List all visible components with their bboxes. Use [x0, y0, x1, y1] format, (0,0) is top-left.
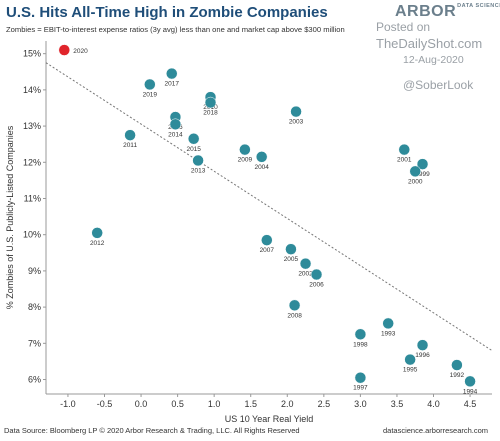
data-point-2008 [288, 299, 301, 312]
point-label-2009: 2009 [238, 157, 253, 164]
brand-name: ARBOR [395, 3, 457, 20]
data-points: 2020201920172010201820162014201520112013… [58, 44, 478, 395]
chart-subtitle: Zombies = EBIT-to-interest expense ratio… [6, 25, 345, 34]
y-tick-label: 6% [28, 375, 41, 385]
point-label-2005: 2005 [284, 256, 299, 263]
x-tick-label: 4.5 [464, 399, 477, 409]
y-tick-label: 11% [24, 193, 41, 203]
x-tick-label: 3.0 [354, 399, 367, 409]
data-point-1995 [404, 353, 416, 366]
y-tick-label: 15% [23, 49, 41, 59]
data-point-2019 [144, 78, 156, 91]
x-tick-label: 0.5 [171, 399, 184, 409]
data-point-2007 [261, 234, 273, 246]
data-point-1992 [451, 359, 463, 371]
watermark-site: TheDailyShot.com [376, 36, 483, 51]
point-label-1996: 1996 [415, 352, 430, 359]
data-point-1998 [354, 328, 367, 341]
y-axis-label: % Zombies of U.S. Publicly-Listed Compan… [5, 125, 15, 309]
x-axis-label: US 10 Year Real Yield [225, 414, 314, 424]
point-label-1994: 1994 [463, 388, 478, 395]
data-point-2005 [285, 243, 297, 255]
watermark-posted-on: Posted on [376, 20, 431, 34]
point-label-2020: 2020 [73, 48, 88, 55]
point-label-2006: 2006 [309, 282, 324, 289]
data-point-1996 [416, 339, 429, 351]
chart-title: U.S. Hits All-Time High in Zombie Compan… [6, 4, 328, 21]
y-tick-label: 12% [23, 157, 41, 167]
point-label-2019: 2019 [143, 91, 158, 98]
x-tick-label: 4.0 [427, 399, 440, 409]
watermark-handle: @SoberLook [403, 78, 474, 92]
point-label-2017: 2017 [165, 81, 180, 88]
point-label-2018: 2018 [203, 110, 218, 117]
data-point-1993 [382, 317, 394, 330]
point-label-2011: 2011 [123, 142, 137, 149]
y-tick-label: 14% [23, 85, 41, 95]
data-point-2002 [299, 257, 312, 270]
data-point-2006 [310, 268, 323, 281]
point-label-1999: 1999 [415, 171, 430, 178]
x-tick-label: 3.5 [391, 399, 404, 409]
point-label-2004: 2004 [254, 164, 269, 171]
y-tick-label: 8% [28, 302, 41, 312]
data-point-2020 [58, 44, 71, 56]
data-point-2017 [166, 67, 178, 80]
point-label-2007: 2007 [260, 247, 275, 254]
data-point-1997 [354, 371, 367, 384]
x-tick-label: 2.5 [318, 399, 331, 409]
data-point-2000 [409, 165, 421, 178]
trend-line [45, 62, 493, 351]
point-label-2008: 2008 [287, 312, 302, 319]
data-point-2009 [239, 143, 251, 156]
y-tick-label: 10% [23, 230, 41, 240]
point-label-2014: 2014 [168, 131, 183, 138]
point-label-2013: 2013 [191, 167, 206, 174]
point-label-1993: 1993 [381, 330, 396, 337]
data-point-1994 [464, 375, 476, 388]
y-tick-label: 13% [23, 121, 41, 131]
x-tick-label: 0.0 [135, 399, 148, 409]
point-label-2001: 2001 [397, 157, 412, 164]
data-point-2015 [187, 133, 200, 145]
x-tick-label: -1.0 [60, 399, 76, 409]
trendline [45, 62, 493, 351]
y-tick-label: 7% [28, 338, 41, 348]
watermark-date: 12-Aug-2020 [403, 54, 464, 66]
point-label-1995: 1995 [403, 367, 418, 374]
x-tick-label: 1.5 [244, 399, 257, 409]
data-point-2014 [169, 118, 182, 131]
x-tick-label: 1.0 [208, 399, 221, 409]
data-point-2012 [91, 227, 103, 239]
point-label-2000: 2000 [408, 178, 423, 185]
x-tick-label: -0.5 [97, 399, 113, 409]
point-label-2002: 2002 [298, 271, 313, 278]
point-label-2015: 2015 [186, 146, 201, 153]
point-label-1992: 1992 [450, 372, 465, 379]
point-label-1997: 1997 [353, 385, 368, 392]
footer-site: datascience.arborresearch.com [383, 426, 489, 435]
footer-source: Data Source: Bloomberg LP © 2020 Arbor R… [4, 426, 300, 435]
data-point-1999 [416, 158, 429, 170]
point-label-2003: 2003 [289, 119, 304, 126]
data-point-2003 [290, 105, 302, 118]
data-point-2018 [204, 96, 217, 109]
point-label-1998: 1998 [353, 341, 368, 348]
data-point-2011 [124, 129, 136, 141]
data-point-2004 [255, 151, 268, 163]
axes: -1.0 -0.5 0.0 0.5 1.0 1.5 2.0 2.5 3.0 3.5 4.0 4.5 6%… [23, 41, 492, 409]
y-tick-label: 9% [28, 266, 41, 276]
point-label-2012: 2012 [90, 240, 105, 247]
data-point-2001 [398, 143, 411, 156]
x-tick-label: 2.0 [281, 399, 294, 409]
data-point-2013 [192, 154, 204, 167]
